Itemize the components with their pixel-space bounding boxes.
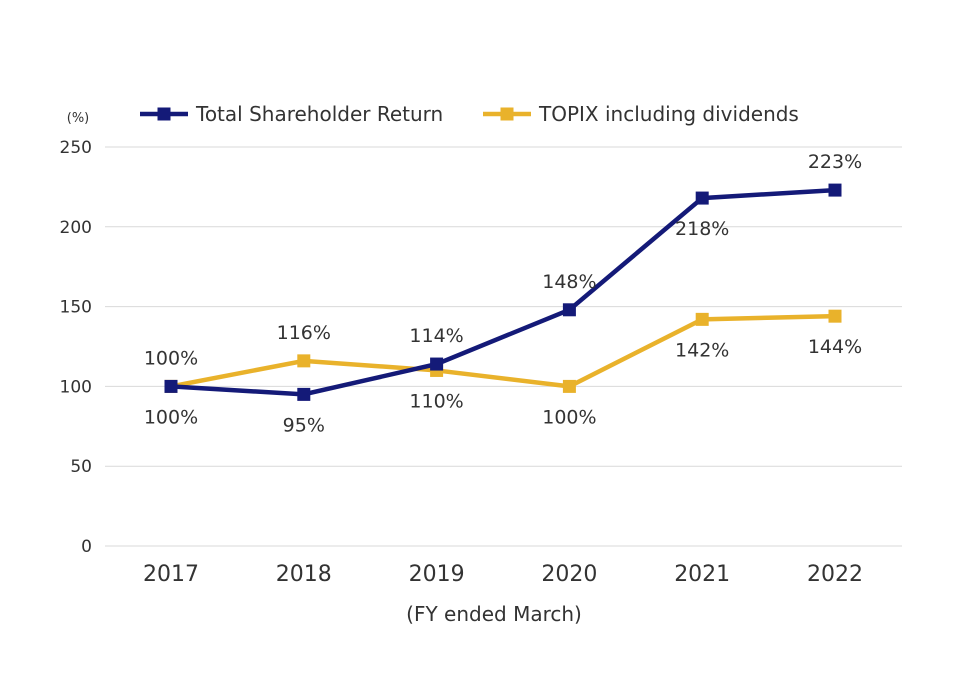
- data-labels: 100% 95% 114% 148% 218% 223% 100% 116% 110% 100% 1…: [144, 151, 862, 436]
- data-label: 110%: [409, 390, 463, 412]
- x-axis-title: (FY ended March): [406, 602, 582, 626]
- data-point-marker: [297, 354, 311, 368]
- data-label: 142%: [675, 339, 729, 361]
- series-line-topix: [170, 313, 836, 389]
- data-point-marker: [695, 312, 709, 326]
- gridlines: [105, 146, 902, 547]
- legend-swatch-marker: [157, 107, 171, 121]
- data-label: 95%: [283, 414, 325, 436]
- y-tick-label: 0: [81, 537, 92, 557]
- data-point-marker: [828, 183, 842, 197]
- data-point-marker: [430, 357, 444, 371]
- x-tick-label: 2019: [409, 562, 465, 587]
- y-axis-unit-label: (%): [67, 111, 90, 126]
- data-label: 223%: [808, 151, 862, 173]
- data-label: 100%: [144, 406, 198, 428]
- legend-swatch-marker: [500, 107, 514, 121]
- y-tick-label: 250: [60, 138, 92, 158]
- legend-entry-label: TOPIX including dividends: [538, 102, 799, 126]
- x-tick-label: 2020: [541, 562, 597, 587]
- data-label: 218%: [675, 218, 729, 240]
- data-point-marker: [828, 309, 842, 323]
- x-tick-label: 2018: [276, 562, 332, 587]
- y-tick-label: 150: [60, 298, 92, 318]
- data-point-marker: [695, 191, 709, 205]
- data-label: 100%: [144, 347, 198, 369]
- series-group: [164, 183, 842, 401]
- x-tick-label: 2021: [674, 562, 730, 587]
- x-tick-label: 2022: [807, 562, 863, 587]
- y-tick-label: 50: [70, 457, 92, 477]
- legend-entry-label: Total Shareholder Return: [195, 102, 443, 126]
- data-point-marker: [562, 379, 576, 393]
- y-axis-ticks: 0 50 100 150 200 250: [60, 138, 92, 557]
- data-point-marker: [562, 303, 576, 317]
- legend: Total Shareholder Return TOPIX including …: [140, 102, 799, 126]
- data-label: 114%: [409, 325, 463, 347]
- data-label: 116%: [277, 322, 331, 344]
- x-tick-label: 2017: [143, 562, 199, 587]
- data-label: 144%: [808, 336, 862, 358]
- data-point-marker: [164, 379, 178, 393]
- series-line-tsr: [170, 187, 836, 397]
- data-point-marker: [297, 387, 311, 401]
- data-label: 100%: [542, 406, 596, 428]
- data-label: 148%: [542, 271, 596, 293]
- y-tick-label: 100: [60, 377, 92, 397]
- y-tick-label: 200: [60, 218, 92, 238]
- x-axis-ticks: 2017 2018 2019 2020 2021 2022: [143, 562, 863, 587]
